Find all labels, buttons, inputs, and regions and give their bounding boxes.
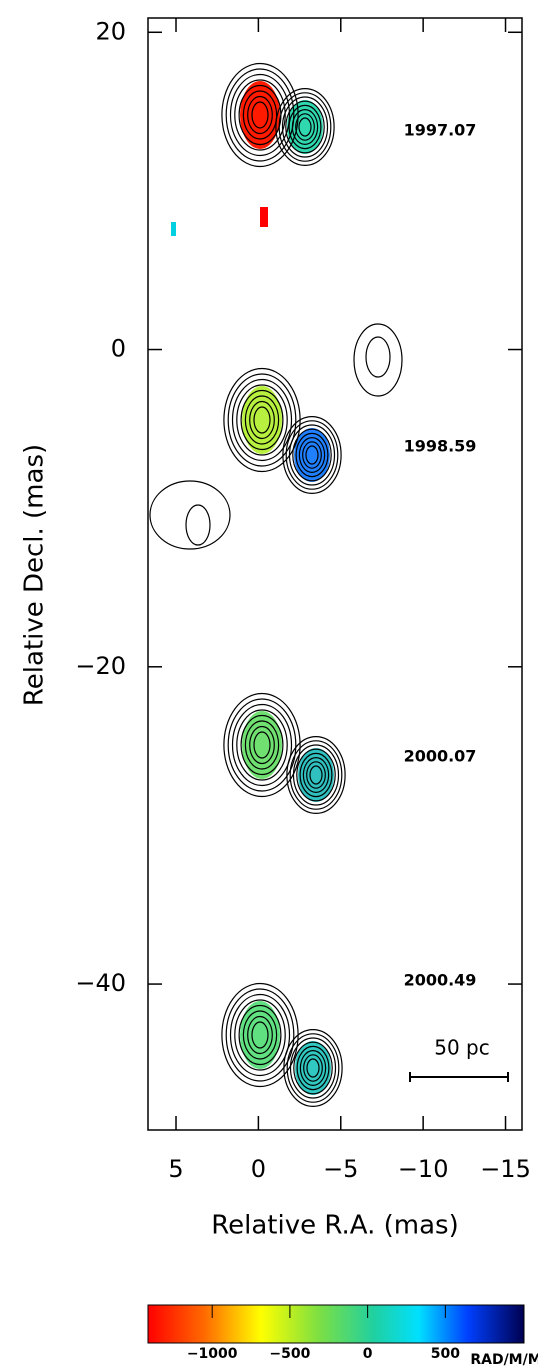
y-tick-label: 0 bbox=[111, 335, 126, 363]
colorbar-label: RAD/M/M bbox=[470, 1352, 538, 1368]
contour bbox=[354, 324, 402, 396]
x-tick-label: 5 bbox=[168, 1155, 183, 1183]
speck bbox=[171, 222, 176, 236]
x-tick-label: −5 bbox=[323, 1155, 358, 1183]
y-tick-label: −40 bbox=[75, 969, 126, 997]
colorbar-tick-label: −1000 bbox=[187, 1346, 238, 1362]
chart: Relative R.A. (mas) Relative Decl. (mas)… bbox=[0, 0, 538, 1369]
image-content bbox=[150, 64, 402, 1107]
contour bbox=[366, 337, 390, 377]
colorbar-tick-label: −500 bbox=[269, 1346, 310, 1362]
colorbar-tick-label: 500 bbox=[431, 1346, 460, 1362]
x-tick-label: −15 bbox=[480, 1155, 531, 1183]
y-axis-label: Relative Decl. (mas) bbox=[20, 444, 50, 706]
x-tick-label: −10 bbox=[398, 1155, 449, 1183]
colorbar-tick-label: 0 bbox=[363, 1346, 373, 1362]
contour bbox=[186, 505, 210, 545]
epoch-label: 1998.59 bbox=[404, 437, 477, 456]
epoch-label: 1997.07 bbox=[404, 121, 477, 140]
colorbar bbox=[148, 1305, 524, 1343]
scale-bar bbox=[410, 1072, 508, 1082]
x-axis-label: Relative R.A. (mas) bbox=[211, 1211, 458, 1241]
scale-bar-label: 50 pc bbox=[434, 1036, 490, 1060]
plot-frame bbox=[148, 18, 522, 1130]
y-tick-label: 20 bbox=[95, 17, 126, 45]
epoch-label: 2000.49 bbox=[404, 971, 477, 990]
y-tick-label: −20 bbox=[75, 652, 126, 680]
x-tick-label: 0 bbox=[251, 1155, 266, 1183]
speck bbox=[260, 207, 268, 227]
epoch-label: 2000.07 bbox=[404, 747, 477, 766]
